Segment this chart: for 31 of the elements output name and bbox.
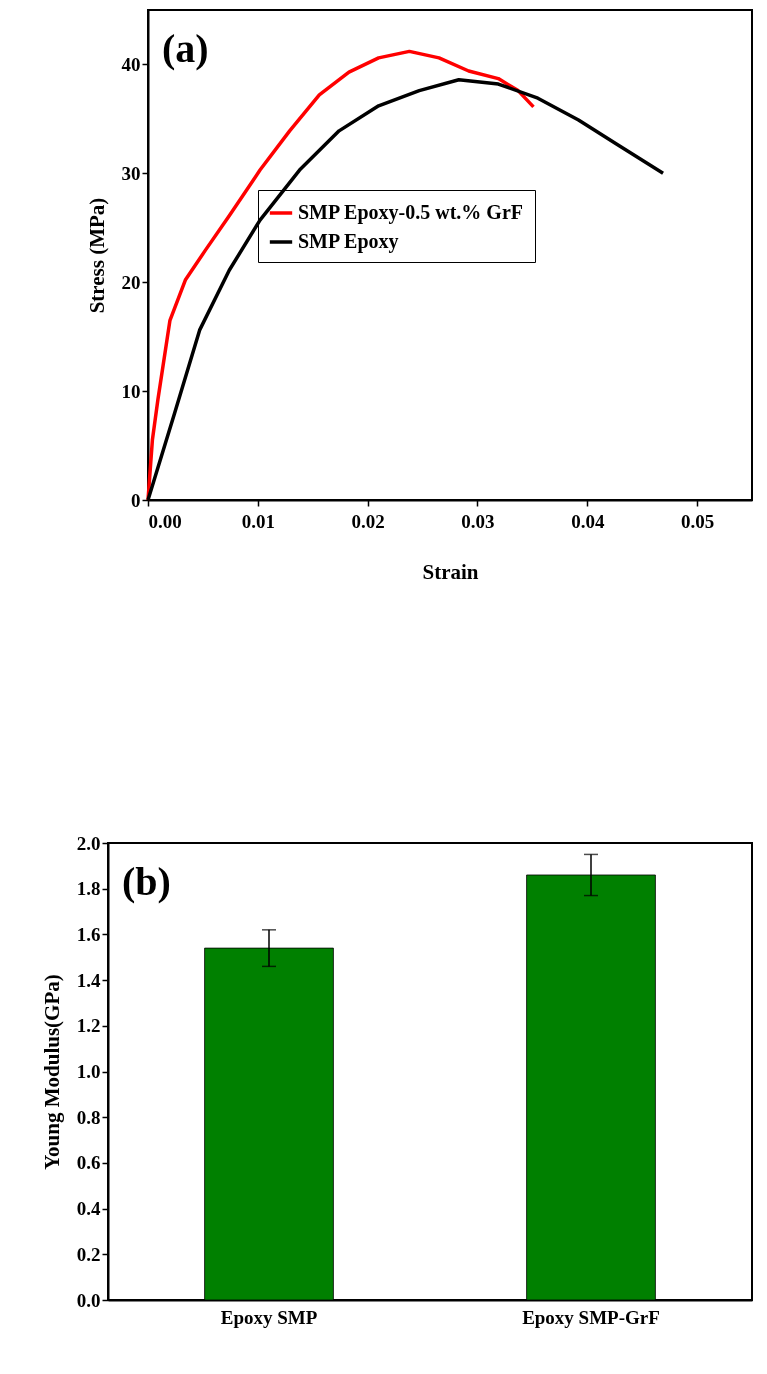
x-tick-label: 0.01	[241, 510, 275, 532]
x-tick-label: 0.02	[351, 510, 385, 532]
x-tick-label: 0.00	[148, 510, 182, 532]
x-tick-label: Epoxy SMP-GrF	[522, 1306, 660, 1328]
y-tick-label: 1.2	[76, 1015, 101, 1037]
y-tick-label: 10	[121, 380, 141, 402]
y-tick-label: 0.2	[76, 1243, 101, 1265]
legend-label: SMP Epoxy-0.5 wt.% GrF	[298, 201, 523, 224]
y-tick-label: 2.0	[76, 832, 101, 854]
y-tick-label: 30	[121, 162, 141, 184]
y-tick-label: 20	[121, 271, 141, 293]
x-axis-title: Strain	[422, 559, 479, 584]
y-tick-label: 1.4	[76, 969, 101, 991]
x-tick-label: 0.03	[461, 510, 495, 532]
y-tick-label: 0.0	[76, 1289, 101, 1311]
y-tick-label: 1.8	[76, 878, 101, 900]
x-tick-label: 0.05	[680, 510, 715, 532]
y-tick-label: 1.0	[76, 1061, 101, 1082]
annotation: (b)	[122, 859, 171, 904]
y-tick-label: 40	[121, 53, 141, 75]
y-tick-label: 0.8	[76, 1106, 101, 1128]
y-tick-label: 0.4	[76, 1198, 101, 1220]
y-axis-title: Stress (MPa)	[84, 197, 109, 314]
x-tick-label: Epoxy SMP	[220, 1306, 318, 1328]
y-tick-label: 1.6	[76, 923, 101, 945]
annotation: (a)	[162, 26, 209, 71]
y-tick-label: 0	[131, 489, 141, 511]
x-tick-label: 0.04	[571, 510, 605, 532]
y-axis-title: Young Modulus(GPa)	[39, 974, 64, 1170]
legend-label: SMP Epoxy	[298, 230, 399, 253]
y-tick-label: 0.6	[76, 1152, 101, 1174]
